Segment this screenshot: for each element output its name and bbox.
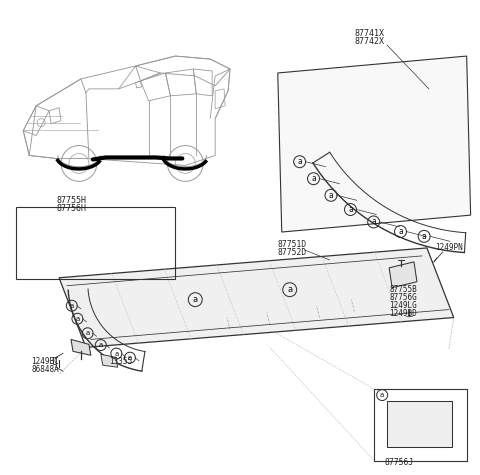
Text: 87755H: 87755H: [56, 196, 86, 205]
Polygon shape: [71, 340, 91, 355]
Text: 87756G: 87756G: [389, 293, 417, 302]
Text: a: a: [398, 227, 403, 236]
Text: 87751D: 87751D: [278, 240, 307, 249]
Text: 87756J: 87756J: [384, 458, 413, 467]
Text: a: a: [348, 205, 353, 214]
Polygon shape: [278, 56, 471, 232]
Polygon shape: [389, 262, 417, 288]
Text: a: a: [422, 232, 427, 241]
Text: 87752D: 87752D: [278, 248, 307, 257]
Text: a: a: [99, 342, 103, 348]
Text: a: a: [287, 285, 292, 294]
Text: a: a: [70, 303, 74, 309]
Text: 1249BC: 1249BC: [31, 357, 59, 366]
Text: 87756H: 87756H: [56, 204, 86, 213]
Text: a: a: [380, 392, 384, 398]
Text: a: a: [297, 157, 302, 166]
Bar: [374, 389, 467, 461]
Text: a: a: [311, 174, 316, 183]
Text: a: a: [75, 316, 80, 322]
Text: 87755B: 87755B: [389, 285, 417, 294]
Text: a: a: [192, 295, 198, 304]
Text: 86848A: 86848A: [31, 365, 59, 374]
Text: a: a: [329, 191, 333, 200]
Text: a: a: [371, 218, 376, 227]
Text: 87741X: 87741X: [354, 29, 384, 38]
Text: a: a: [85, 330, 90, 336]
Text: a: a: [114, 351, 119, 357]
Text: 13355: 13355: [109, 357, 132, 366]
Bar: [16, 207, 175, 279]
Text: 1249LG: 1249LG: [389, 301, 417, 310]
Bar: [387, 401, 452, 447]
Text: 87742X: 87742X: [354, 37, 384, 46]
Text: 1249PN: 1249PN: [435, 243, 463, 252]
Polygon shape: [101, 354, 118, 367]
Text: a: a: [128, 355, 132, 361]
Polygon shape: [59, 248, 454, 347]
Text: 1249BD: 1249BD: [389, 309, 417, 318]
